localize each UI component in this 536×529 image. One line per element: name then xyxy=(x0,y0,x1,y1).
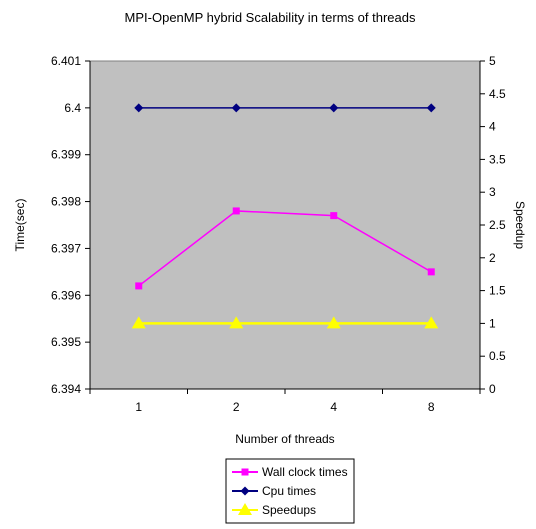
y2-tick-label: 1.5 xyxy=(489,284,506,298)
data-point xyxy=(134,103,144,113)
x-tick-label: 4 xyxy=(330,400,337,414)
series-0 xyxy=(135,207,435,290)
y2-tick-label: 0.5 xyxy=(489,349,506,363)
data-point xyxy=(424,316,439,329)
x-tick-label: 1 xyxy=(135,400,142,414)
legend-label: Cpu times xyxy=(262,484,316,498)
plot-area xyxy=(89,60,481,390)
data-point xyxy=(330,212,338,220)
data-point xyxy=(326,316,341,329)
legend-marker xyxy=(241,468,249,476)
legend-marker xyxy=(240,486,250,496)
legend-item: Wall clock times xyxy=(232,465,348,479)
x-axis-title: Number of threads xyxy=(235,432,334,446)
y-tick-label: 6.398 xyxy=(51,195,81,209)
legend-label: Speedups xyxy=(262,503,316,517)
legend-item: Speedups xyxy=(232,503,316,517)
y2-axis-title: Speedup xyxy=(513,201,527,249)
y-tick-label: 6.395 xyxy=(51,335,81,349)
legend: Wall clock times Cpu times Speedups xyxy=(225,458,355,524)
y-axis-title: Time(sec) xyxy=(13,199,27,252)
legend-marker xyxy=(238,503,252,515)
x-tick-label: 8 xyxy=(428,400,435,414)
y2-tick-label: 4.5 xyxy=(489,87,506,101)
legend-label: Wall clock times xyxy=(262,465,348,479)
data-point xyxy=(135,282,143,290)
y-tick-label: 6.397 xyxy=(51,241,81,255)
x-tick-label: 2 xyxy=(233,400,240,414)
series-1 xyxy=(134,103,436,113)
data-point xyxy=(427,268,435,276)
y-tick-label: 6.4 xyxy=(64,101,81,115)
data-point xyxy=(131,316,146,329)
y2-tick-label: 3 xyxy=(489,185,496,199)
y2-tick-label: 3.5 xyxy=(489,152,506,166)
data-point xyxy=(231,103,241,113)
y2-tick-label: 2 xyxy=(489,251,496,265)
data-point xyxy=(426,103,436,113)
y2-tick-label: 5 xyxy=(489,54,496,68)
chart-title: MPI-OpenMP hybrid Scalability in terms o… xyxy=(125,10,416,25)
data-point xyxy=(329,103,339,113)
series-2 xyxy=(131,316,439,329)
y2-tick-label: 0 xyxy=(489,382,496,396)
y-tick-label: 6.401 xyxy=(51,54,81,68)
data-point xyxy=(232,207,240,215)
y2-tick-label: 1 xyxy=(489,316,496,330)
y-tick-label: 6.396 xyxy=(51,288,81,302)
data-point xyxy=(229,316,244,329)
legend-item: Cpu times xyxy=(232,484,316,498)
y2-tick-label: 2.5 xyxy=(489,218,506,232)
y2-tick-label: 4 xyxy=(489,120,496,134)
y-tick-label: 6.399 xyxy=(51,148,81,162)
y-tick-label: 6.394 xyxy=(51,382,81,396)
series-line xyxy=(138,210,432,287)
